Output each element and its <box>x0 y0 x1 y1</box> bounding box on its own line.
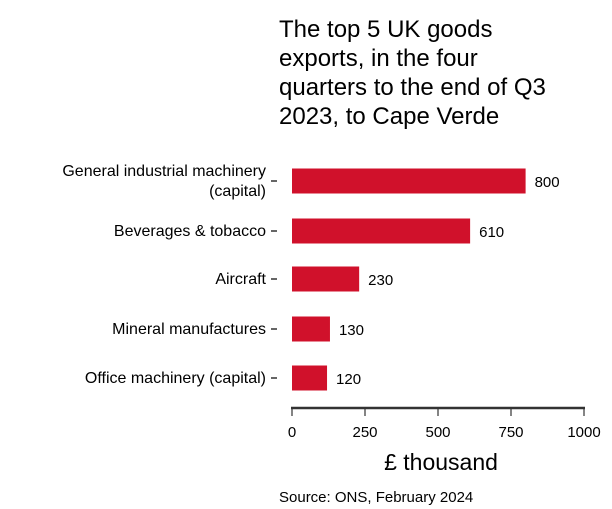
category-label: Office machinery (capital) <box>85 370 266 387</box>
bars <box>292 168 526 391</box>
title-line: 2023, to Cape Verde <box>279 103 499 130</box>
category-label: Mineral manufactures <box>112 321 266 338</box>
data-label: 800 <box>535 174 560 191</box>
x-tick-label: 0 <box>288 424 296 441</box>
x-tick-label: 1000 <box>567 424 600 441</box>
data-label: 610 <box>479 224 504 241</box>
bar <box>292 316 330 342</box>
title-line: exports, in the four <box>279 45 478 72</box>
bar <box>292 365 328 391</box>
value-labels: 800 610 230 130 120 <box>336 174 560 388</box>
bar <box>292 266 360 292</box>
category-label: General industrial machinery <box>62 163 266 180</box>
title-line: quarters to the end of Q3 <box>279 74 546 101</box>
x-tick-label: 500 <box>425 424 450 441</box>
x-axis-title: £ thousand <box>384 449 498 475</box>
x-tick-label: 250 <box>352 424 377 441</box>
data-label: 130 <box>339 322 364 339</box>
category-label: (capital) <box>209 183 266 200</box>
source-note: Source: ONS, February 2024 <box>279 489 473 506</box>
x-tick-label: 750 <box>498 424 523 441</box>
category-label: Beverages & tobacco <box>114 223 266 240</box>
bar <box>292 218 471 244</box>
x-axis: 0 250 500 750 1000 <box>288 406 601 441</box>
category-label: Aircraft <box>215 271 266 288</box>
data-label: 230 <box>368 272 393 289</box>
data-label: 120 <box>336 371 361 388</box>
title-line: The top 5 UK goods <box>279 16 492 43</box>
category-labels: General industrial machinery (capital) Bev… <box>62 163 277 387</box>
bar <box>292 168 526 194</box>
